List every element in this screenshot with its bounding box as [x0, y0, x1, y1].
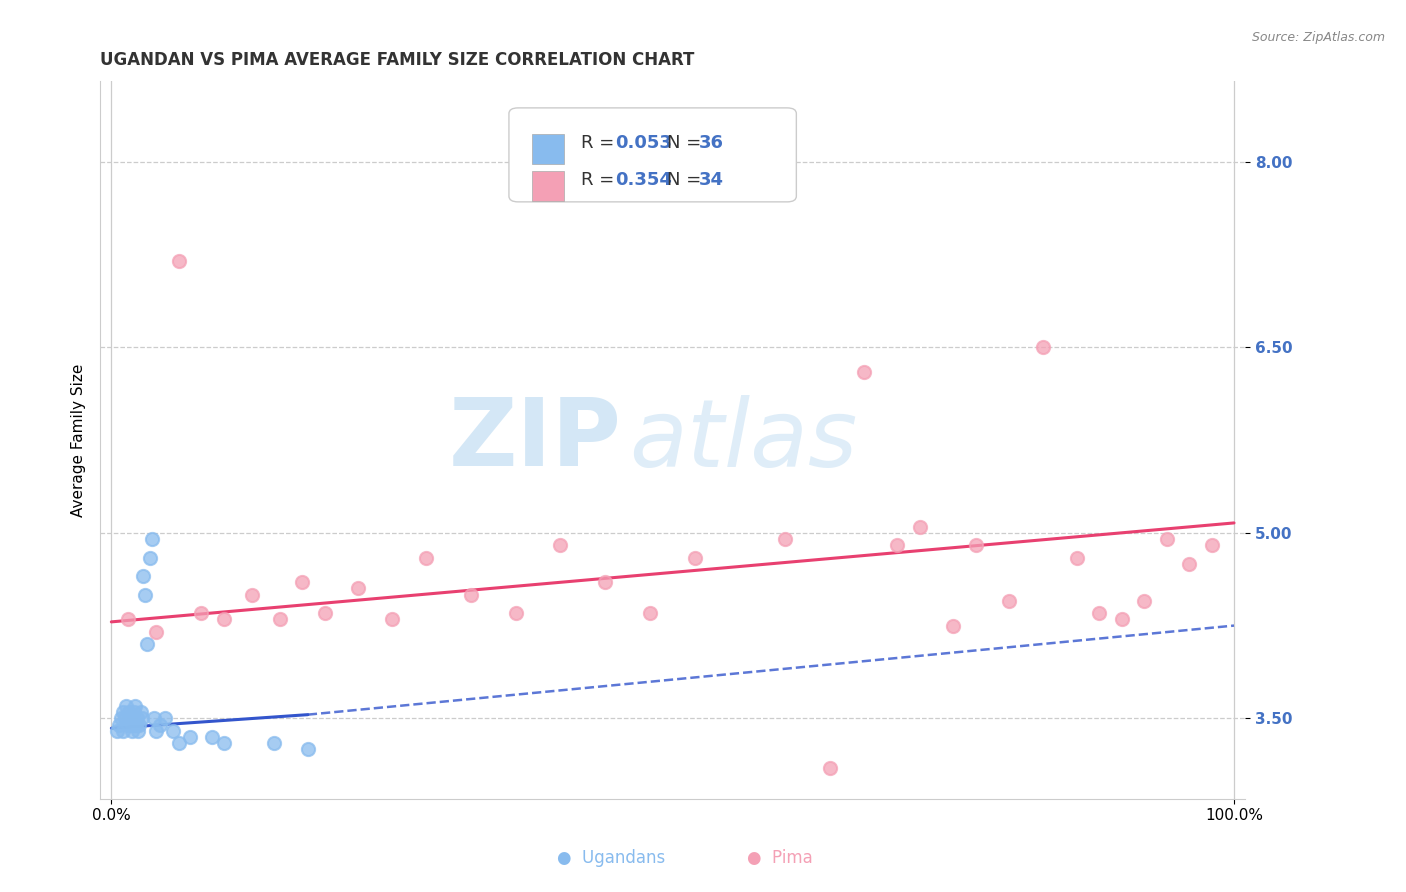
Point	[965, 538, 987, 552]
Point	[110, 711, 132, 725]
Point	[145, 723, 167, 738]
Point	[852, 365, 875, 379]
Point	[595, 575, 617, 590]
Point	[1201, 538, 1223, 552]
Point	[105, 723, 128, 738]
Point	[117, 612, 139, 626]
Point	[1088, 606, 1111, 620]
Point	[121, 717, 143, 731]
Point	[121, 723, 143, 738]
Point	[179, 730, 201, 744]
Point	[201, 730, 224, 744]
Point	[145, 624, 167, 639]
Point	[138, 550, 160, 565]
Text: ●  Ugandans: ● Ugandans	[558, 849, 665, 867]
Point	[818, 761, 841, 775]
Point	[212, 736, 235, 750]
Point	[190, 606, 212, 620]
Text: UGANDAN VS PIMA AVERAGE FAMILY SIZE CORRELATION CHART: UGANDAN VS PIMA AVERAGE FAMILY SIZE CORR…	[100, 51, 695, 69]
Point	[134, 588, 156, 602]
Point	[167, 253, 190, 268]
Point	[550, 538, 572, 552]
Point	[125, 717, 148, 731]
Point	[263, 736, 285, 750]
Point	[122, 705, 145, 719]
Point	[998, 594, 1021, 608]
Point	[136, 637, 159, 651]
Point	[128, 717, 150, 731]
Text: N =: N =	[666, 135, 707, 153]
Point	[212, 612, 235, 626]
Point	[127, 723, 149, 738]
Point	[149, 717, 172, 731]
Text: ZIP: ZIP	[449, 394, 621, 486]
Point	[314, 606, 336, 620]
Y-axis label: Average Family Size: Average Family Size	[72, 363, 86, 516]
Point	[415, 550, 437, 565]
Text: Source: ZipAtlas.com: Source: ZipAtlas.com	[1251, 31, 1385, 45]
Point	[908, 519, 931, 533]
Point	[291, 575, 314, 590]
Text: ●  Pima: ● Pima	[748, 849, 813, 867]
Point	[1133, 594, 1156, 608]
Point	[942, 618, 965, 632]
Point	[1032, 340, 1054, 354]
FancyBboxPatch shape	[509, 108, 796, 202]
Point	[131, 711, 153, 725]
Point	[683, 550, 706, 565]
Point	[167, 736, 190, 750]
Point	[114, 711, 136, 725]
Point	[143, 711, 166, 725]
Point	[886, 538, 908, 552]
Point	[111, 723, 134, 738]
Point	[505, 606, 527, 620]
Point	[297, 742, 319, 756]
Point	[129, 705, 152, 719]
Point	[1066, 550, 1088, 565]
Point	[1178, 557, 1201, 571]
Point	[638, 606, 661, 620]
Point	[460, 588, 482, 602]
Point	[117, 717, 139, 731]
Point	[120, 711, 142, 725]
Point	[115, 698, 138, 713]
Point	[773, 532, 796, 546]
Point	[240, 588, 263, 602]
FancyBboxPatch shape	[531, 170, 564, 201]
Point	[381, 612, 404, 626]
Point	[1111, 612, 1133, 626]
FancyBboxPatch shape	[531, 134, 564, 164]
Point	[141, 532, 163, 546]
Text: N =: N =	[666, 171, 707, 189]
Point	[162, 723, 184, 738]
Text: 0.354: 0.354	[616, 171, 672, 189]
Point	[111, 705, 134, 719]
Point	[108, 717, 131, 731]
Text: R =: R =	[581, 171, 620, 189]
Point	[347, 582, 370, 596]
Point	[124, 698, 146, 713]
Text: atlas: atlas	[628, 394, 858, 485]
Point	[127, 711, 149, 725]
Point	[269, 612, 291, 626]
Text: 0.053: 0.053	[616, 135, 672, 153]
Text: R =: R =	[581, 135, 620, 153]
Point	[118, 705, 141, 719]
Text: 36: 36	[699, 135, 724, 153]
Point	[132, 569, 155, 583]
Point	[1156, 532, 1178, 546]
Point	[155, 711, 177, 725]
Text: 34: 34	[699, 171, 724, 189]
